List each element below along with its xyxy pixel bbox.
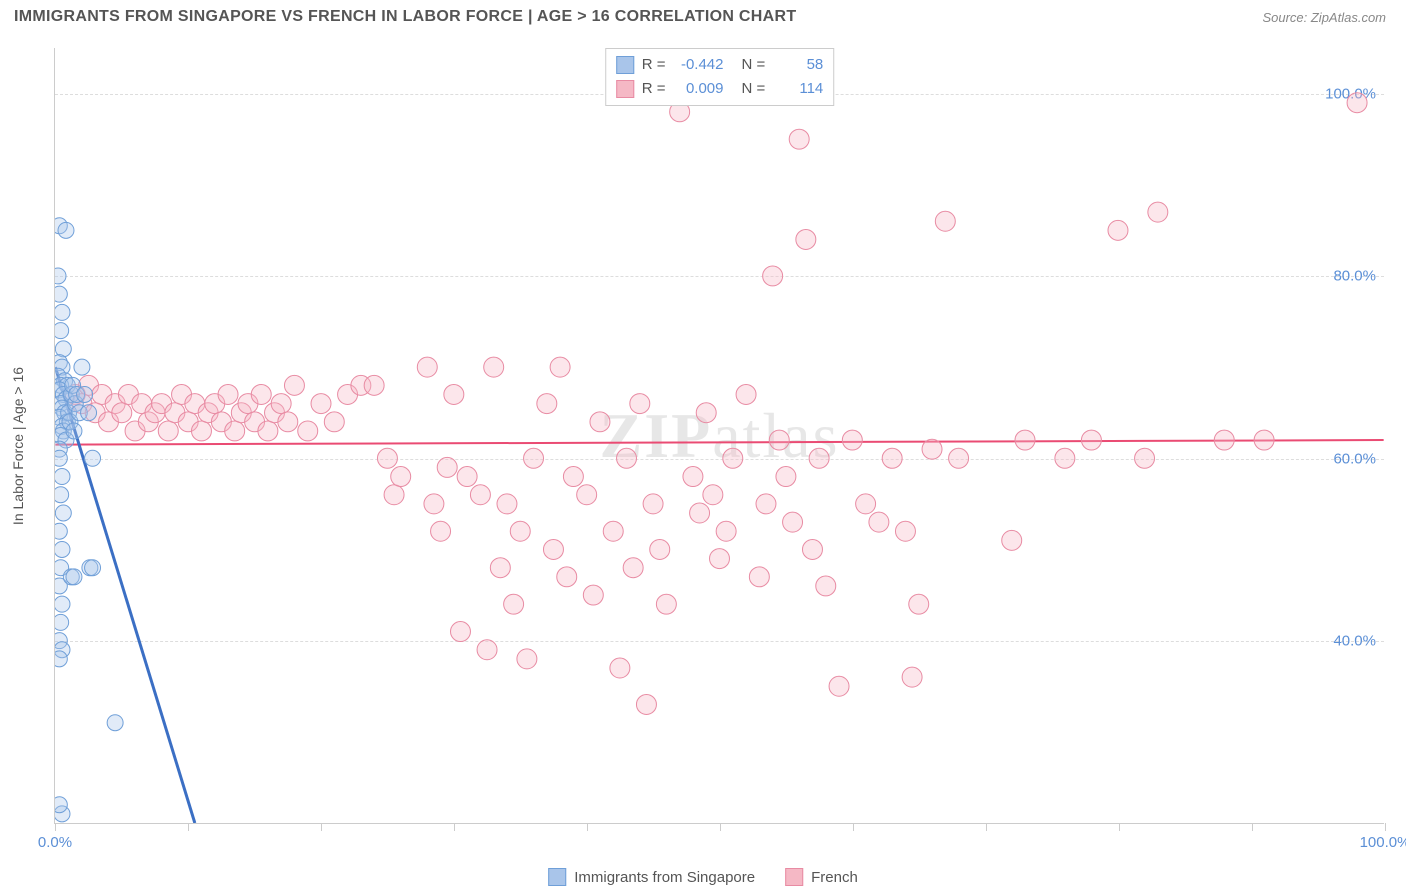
legend-series-label: Immigrants from Singapore [574,869,755,886]
y-axis-label: In Labor Force | Age > 16 [10,367,26,525]
chart-source: Source: ZipAtlas.com [1262,10,1386,25]
x-tick [321,823,322,831]
chart-title: IMMIGRANTS FROM SINGAPORE VS FRENCH IN L… [14,8,796,26]
x-tick [986,823,987,831]
x-tick [1119,823,1120,831]
legend-series-item: Immigrants from Singapore [548,868,755,886]
x-tick-label: 100.0% [1360,834,1406,851]
legend-series-label: French [811,869,858,886]
chart-header: IMMIGRANTS FROM SINGAPORE VS FRENCH IN L… [0,0,1406,30]
legend-n-label: N = [742,77,766,101]
legend-swatch [616,80,634,98]
legend-n-label: N = [742,53,766,77]
x-tick [1252,823,1253,831]
legend-correlation-row: R = 0.009 N = 114 [616,77,824,101]
x-tick [853,823,854,831]
x-tick [454,823,455,831]
x-tick [587,823,588,831]
chart-plot-area: ZIPatlas R =-0.442N =58R =0.009N =114 40… [54,48,1384,824]
legend-r-label: R = [642,53,666,77]
scatter-plot-svg [55,48,1384,823]
x-tick-label: 0.0% [38,834,72,851]
legend-n-value: 58 [773,53,823,77]
x-tick [1385,823,1386,831]
legend-correlation-row: R = -0.442 N = 58 [616,53,824,77]
x-tick [55,823,56,831]
legend-series-item: French [785,868,858,886]
legend-r-value: 0.009 [674,77,724,101]
legend-r-value: -0.442 [674,53,724,77]
legend-correlation-box: R = -0.442 N = 58 R = 0.009 N = 114 [605,48,835,106]
legend-swatch [548,868,566,886]
legend-series: Immigrants from Singapore French [548,868,858,886]
x-tick [720,823,721,831]
x-tick [188,823,189,831]
legend-r-label: R = [642,77,666,101]
legend-n-value: 114 [773,77,823,101]
legend-swatch [785,868,803,886]
legend-swatch [616,56,634,74]
